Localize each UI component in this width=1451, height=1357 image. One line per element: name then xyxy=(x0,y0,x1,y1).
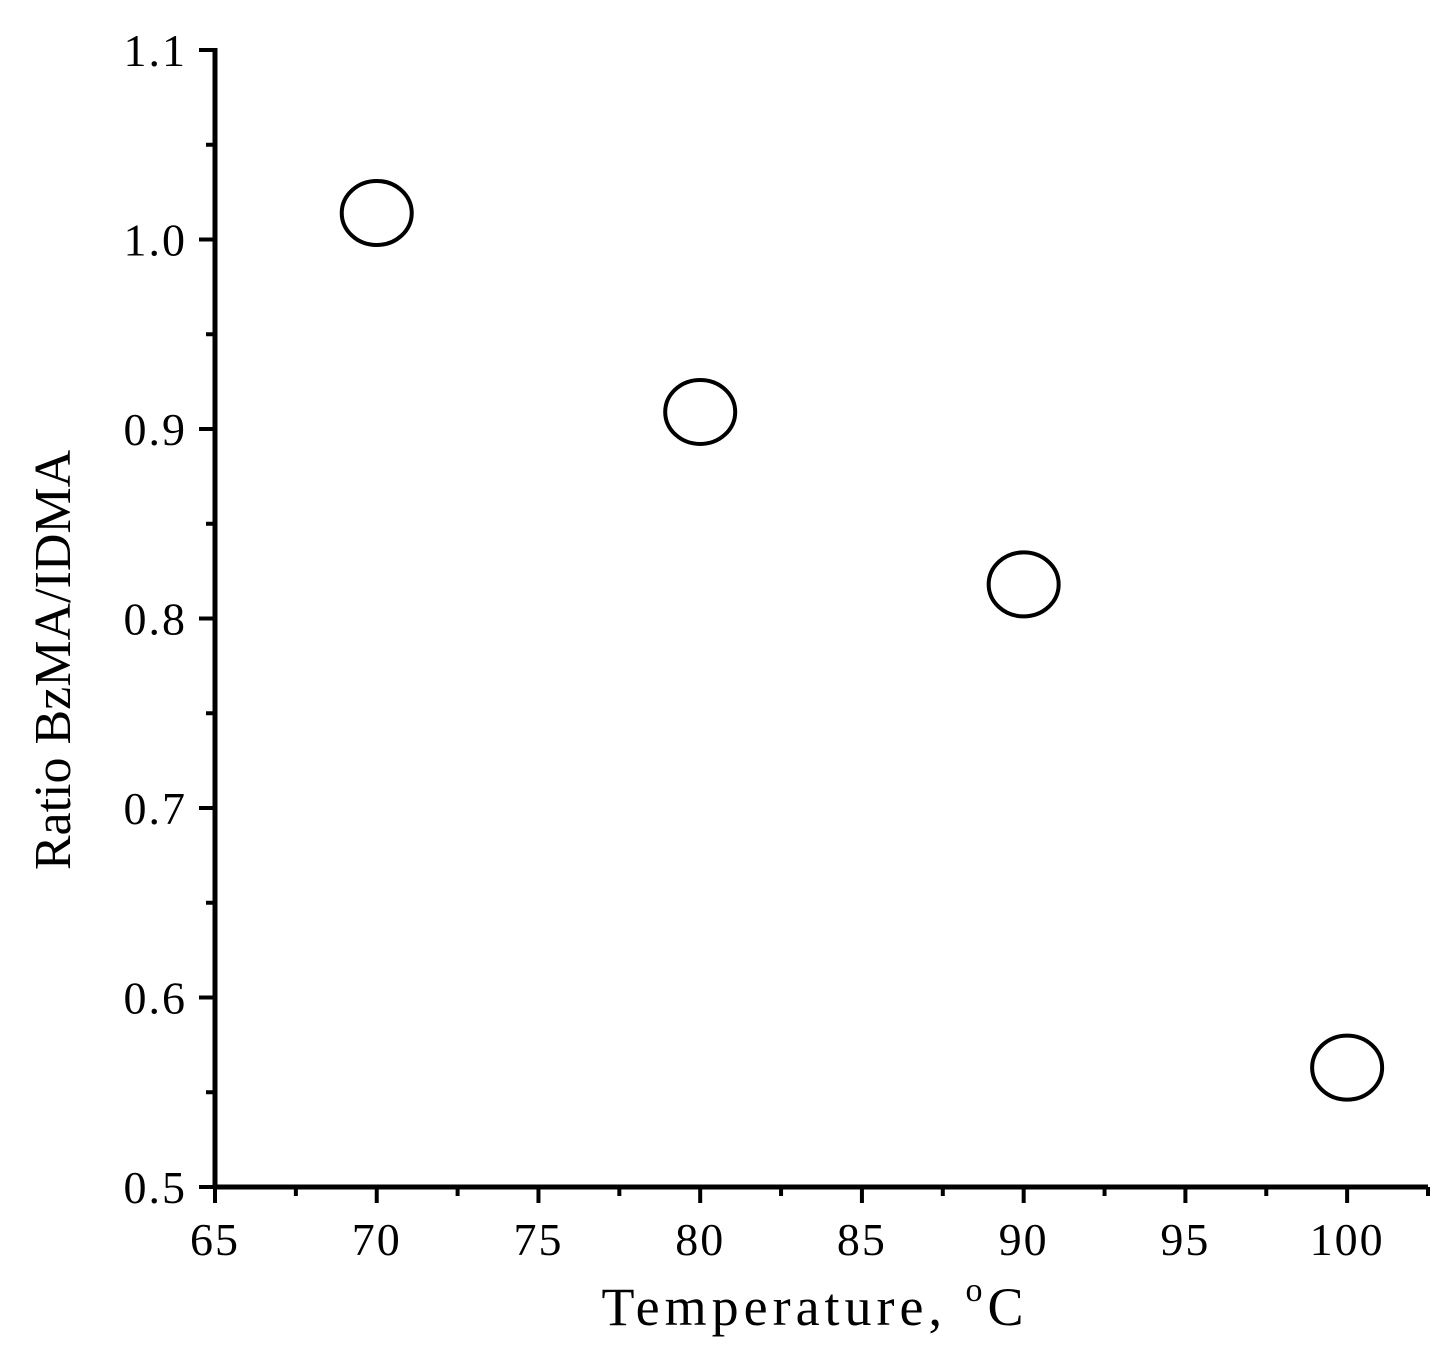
data-point xyxy=(1310,1033,1385,1102)
y-tick-label: 0.7 xyxy=(124,783,188,834)
data-points xyxy=(339,178,1385,1102)
data-point xyxy=(663,377,738,446)
x-axis-title: Temperature, oC xyxy=(601,1272,1028,1337)
x-axis-title-text: Temperature, xyxy=(601,1277,965,1337)
x-axis-ticks: 65 70 75 80 85 90 95 100 xyxy=(190,1187,1430,1265)
x-tick-label: 85 xyxy=(837,1214,887,1265)
y-tick-label: 0.6 xyxy=(124,973,188,1024)
y-tick-label: 0.5 xyxy=(124,1162,188,1213)
x-axis-unit: C xyxy=(988,1277,1029,1337)
data-point xyxy=(339,178,414,247)
x-tick-label: 95 xyxy=(1160,1214,1210,1265)
x-tick-label: 70 xyxy=(352,1214,402,1265)
y-tick-label: 1.0 xyxy=(124,215,188,266)
y-tick-label: 1.1 xyxy=(124,25,188,76)
x-tick-label: 65 xyxy=(190,1214,240,1265)
x-tick-label: 100 xyxy=(1310,1214,1385,1265)
data-point xyxy=(986,550,1061,619)
y-axis-ticks: 0.5 0.6 0.7 0.8 0.9 1.0 1.1 xyxy=(124,25,215,1213)
y-axis-title: Ratio BzMA/IDMA xyxy=(25,449,82,870)
y-tick-label: 0.9 xyxy=(124,404,188,455)
x-tick-label: 90 xyxy=(999,1214,1049,1265)
x-tick-label: 80 xyxy=(675,1214,725,1265)
x-axis-unit-superscript: o xyxy=(966,1272,988,1309)
y-tick-label: 0.8 xyxy=(124,594,188,645)
x-tick-label: 75 xyxy=(513,1214,563,1265)
